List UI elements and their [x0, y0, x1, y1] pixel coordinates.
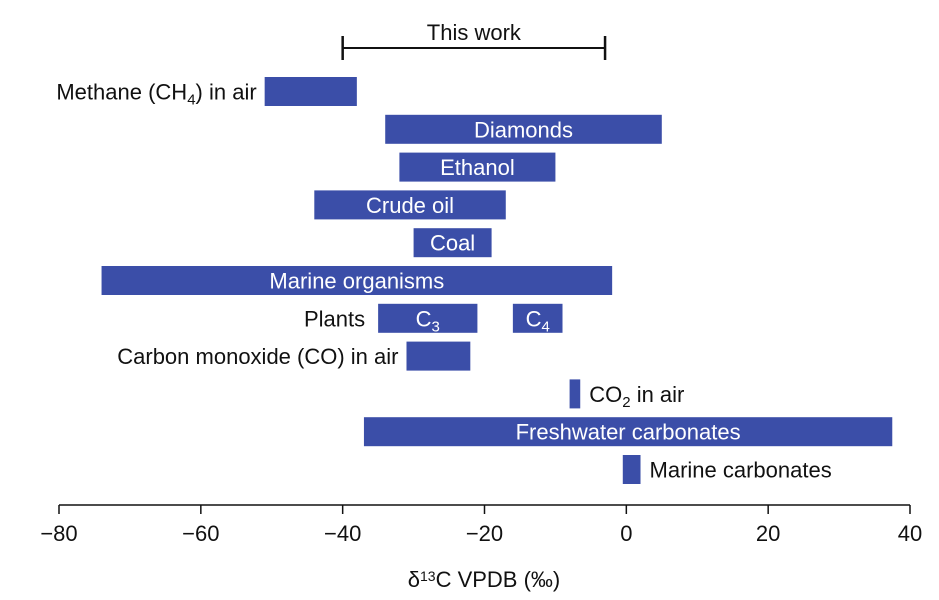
bar-label: CO2 in air [589, 382, 684, 411]
x-tick-label: −20 [466, 521, 503, 546]
x-tick-label: −60 [182, 521, 219, 546]
bar-label: Methane (CH4) in air [56, 80, 256, 109]
row-group-label: Plants [304, 306, 365, 331]
range-bar [406, 341, 471, 371]
bar-label: Marine carbonates [650, 458, 832, 483]
range-bar [512, 303, 563, 333]
range-bar [622, 455, 641, 484]
x-tick-label: −40 [324, 521, 361, 546]
range-bar [378, 303, 478, 333]
range-bar [385, 114, 662, 144]
x-tick-label: 40 [898, 521, 922, 546]
range-bar [399, 152, 556, 182]
range-bar [363, 417, 893, 447]
range-marker-label: This work [427, 20, 522, 45]
bar-label: C4 [526, 306, 550, 335]
bar-label: C3 [416, 306, 440, 335]
bar-label: Carbon monoxide (CO) in air [117, 344, 398, 369]
range-bar [264, 77, 357, 106]
range-bar [101, 266, 613, 295]
range-bar [569, 379, 581, 409]
x-tick-label: 0 [620, 521, 632, 546]
bar-label: Ethanol [440, 155, 515, 180]
range-bar [314, 190, 506, 220]
this-work-range-marker: This work [341, 20, 607, 60]
x-tick-label: −80 [40, 521, 77, 546]
x-axis-label: δ13C VPDB (‰) [408, 567, 561, 592]
range-bar [413, 228, 492, 258]
bar-label: Diamonds [474, 117, 573, 142]
bar-label: Crude oil [366, 193, 454, 218]
x-tick-label: 20 [756, 521, 780, 546]
bar-label: Freshwater carbonates [516, 420, 741, 445]
bar-label: Coal [430, 231, 475, 256]
bar-label: Marine organisms [269, 269, 444, 294]
